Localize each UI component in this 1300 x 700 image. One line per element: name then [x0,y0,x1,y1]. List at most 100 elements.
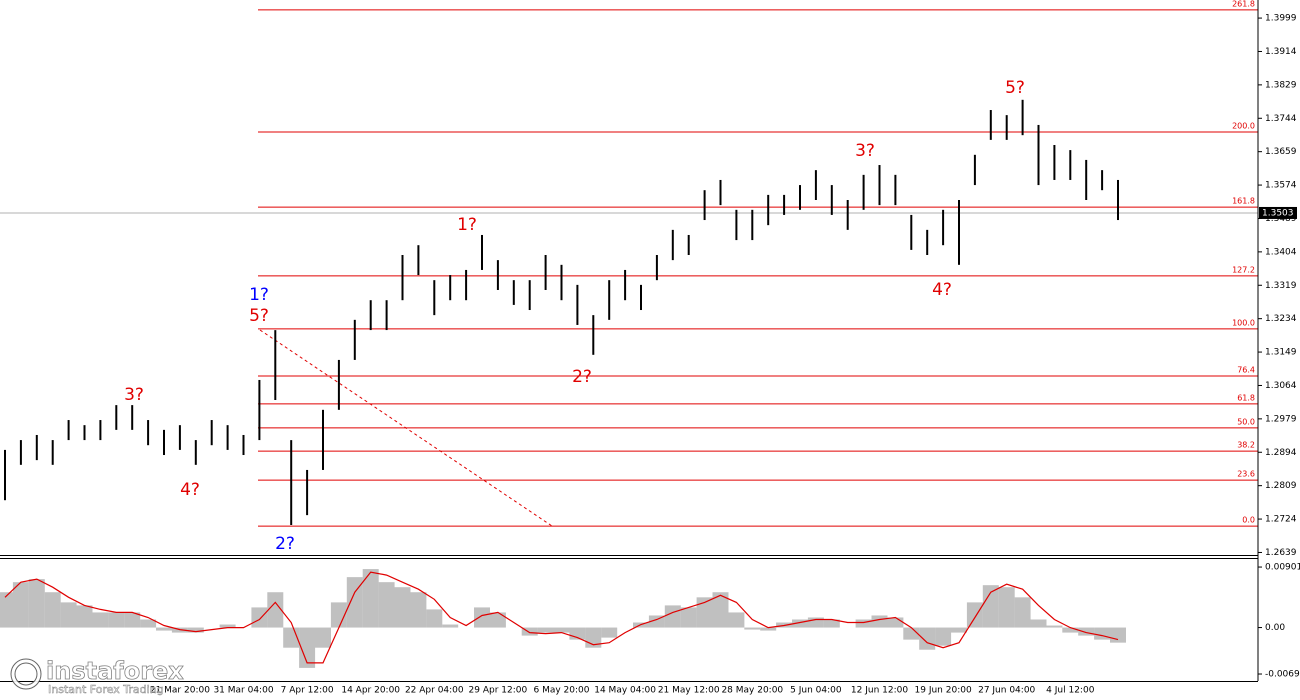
x-tick-label: 31 Mar 04:00 [213,686,273,696]
watermark-tagline: Instant Forex Trading [48,683,164,696]
y-tick-label: 1.2724 [1265,515,1297,525]
fib-label: 50.0 [1237,417,1255,426]
macd-bar [728,612,745,628]
macd-bar [521,627,538,636]
fib-label: 0.0 [1242,516,1255,525]
fib-label: 127.2 [1232,265,1255,274]
macd-bar [362,569,379,628]
macd-bar [394,587,411,628]
watermark: instaforex Instant Forex Trading [10,657,185,696]
macd-bar [553,627,570,633]
macd-bar [251,607,268,628]
x-tick-label: 12 Jun 12:00 [851,686,908,696]
marks [0,99,1126,668]
macd-bar [648,615,665,628]
labels: 1.3999 1.3914 1.3829 1.3744 1.3659 1.3574 1.34… [124,0,1300,696]
x-tick-label: 27 Jun 04:00 [978,686,1035,696]
y-tick-label: 1.2894 [1265,448,1297,458]
macd-bar [712,592,729,628]
fib-label: 76.4 [1237,366,1255,375]
current-price-badge [1259,206,1297,219]
macd-bar [951,627,967,633]
fib-label: 200.0 [1232,122,1255,131]
wave-label: 1? [249,285,269,305]
macd-bar [1078,627,1095,636]
signal-line [4,571,1119,664]
y-tick-label: 0.00901 [1265,563,1300,573]
wave-label: 4? [180,480,200,500]
macd-bar [1094,627,1111,640]
macd-bar [998,587,1015,628]
wave-label: 1? [457,215,477,235]
fib-label: 161.8 [1232,197,1255,206]
macd-bar [124,612,141,628]
levels [0,9,1258,527]
macd-bar [823,619,840,628]
macd-bar [299,627,316,668]
y-tick-label: 1.2979 [1265,414,1297,424]
y-tick-label: 1.3659 [1265,147,1297,157]
macd-bar [44,592,61,628]
macd-bar [871,615,888,628]
macd-bar [1110,627,1126,643]
wave-label: 2? [275,534,295,554]
y-tick-label: 1.3744 [1265,114,1297,124]
macd-bar [1062,627,1079,633]
macd-bar [680,607,697,628]
macd-bar [1014,597,1031,628]
macd-bar [760,627,777,631]
x-tick-label: 19 Jun 20:00 [915,686,972,696]
wave-label: 2? [572,367,592,387]
macd-bar [1030,619,1047,628]
macd-bar [1046,625,1063,628]
macd-bar [156,627,172,631]
y-tick-label: 1.3999 [1265,14,1297,24]
watermark-name: instaforex [46,657,184,685]
macd-bar [219,624,236,628]
macd-bar [187,627,204,633]
macd-bar [267,592,284,628]
y-tick-label: 1.3914 [1265,47,1297,57]
x-tick-label: 7 Apr 12:00 [281,686,334,696]
fib-label: 23.6 [1237,470,1255,479]
x-tick-label: 14 Apr 20:00 [341,686,400,696]
fib-label: 100.0 [1232,318,1255,327]
macd-bar [601,627,618,638]
y-tick-label: -0.00692 [1265,670,1300,680]
macd-bar [76,605,93,628]
macd-bar [474,607,490,628]
macd-bar [696,597,713,628]
wave-label: 5? [1005,78,1025,98]
y-tick-label: 1.3829 [1265,80,1297,90]
macd-bar [935,627,952,646]
y-tick-label: 1.3404 [1265,247,1297,257]
macd-bar [919,627,936,650]
macd-bar [315,627,331,648]
macd-bar [664,605,681,628]
fib-label: 261.8 [1232,0,1255,8]
trend-line [259,329,553,527]
macd-bar [12,582,29,628]
y-tick-label: 1.3149 [1265,348,1297,358]
y-tick-label: 1.3574 [1265,181,1297,191]
logo [11,659,41,689]
y-tick-label: 1.3319 [1265,281,1297,291]
macd-bar [807,617,824,628]
y-tick-label: 1.3064 [1265,381,1297,391]
x-tick-label: 29 Apr 12:00 [469,686,528,696]
macd-bar [426,609,443,628]
macd-bar [346,577,363,628]
macd-bar [537,627,554,633]
macd-bar [330,602,347,628]
macd-bar [966,602,983,628]
macd-bar [28,579,45,628]
wave-label: 3? [124,385,144,405]
macd-bar [410,592,427,628]
x-tick-label: 4 Jul 12:00 [1046,686,1095,696]
wave-label: 5? [249,306,269,326]
y-tick-label: 1.2639 [1265,548,1297,558]
y-tick-label: 0.00 [1265,623,1285,633]
y-tick-label: 1.3234 [1265,314,1297,324]
